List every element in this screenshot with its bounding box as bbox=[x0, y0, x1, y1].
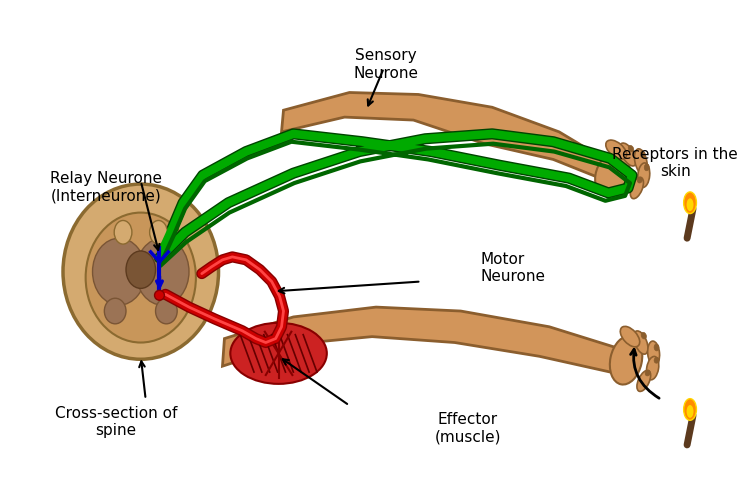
Ellipse shape bbox=[230, 323, 327, 384]
Polygon shape bbox=[223, 307, 628, 376]
Ellipse shape bbox=[155, 298, 177, 324]
Ellipse shape bbox=[136, 238, 189, 305]
Ellipse shape bbox=[654, 358, 659, 363]
Text: Sensory
Neurone: Sensory Neurone bbox=[353, 48, 419, 80]
Ellipse shape bbox=[114, 220, 132, 244]
Polygon shape bbox=[281, 92, 612, 183]
Ellipse shape bbox=[620, 326, 640, 347]
Ellipse shape bbox=[628, 146, 634, 152]
Ellipse shape bbox=[606, 140, 627, 159]
Ellipse shape bbox=[645, 370, 650, 376]
Ellipse shape bbox=[630, 178, 644, 199]
Ellipse shape bbox=[641, 332, 646, 339]
Ellipse shape bbox=[634, 331, 648, 354]
Ellipse shape bbox=[104, 298, 126, 324]
Ellipse shape bbox=[654, 344, 659, 351]
Ellipse shape bbox=[92, 238, 146, 305]
Ellipse shape bbox=[646, 356, 658, 380]
Ellipse shape bbox=[638, 177, 643, 183]
Text: Relay Neurone
(Interneurone): Relay Neurone (Interneurone) bbox=[50, 172, 162, 203]
Circle shape bbox=[154, 290, 164, 300]
Ellipse shape bbox=[86, 212, 196, 342]
Text: Receptors in the
skin: Receptors in the skin bbox=[613, 146, 738, 179]
Ellipse shape bbox=[63, 184, 218, 360]
Ellipse shape bbox=[640, 151, 645, 158]
Text: Motor
Neurone: Motor Neurone bbox=[480, 252, 545, 284]
Ellipse shape bbox=[620, 143, 636, 166]
Text: Effector
(muscle): Effector (muscle) bbox=[434, 412, 501, 445]
Ellipse shape bbox=[610, 336, 642, 384]
Ellipse shape bbox=[638, 163, 650, 188]
Ellipse shape bbox=[634, 149, 647, 174]
Ellipse shape bbox=[648, 341, 659, 365]
Text: Cross-section of
spine: Cross-section of spine bbox=[55, 406, 177, 438]
Ellipse shape bbox=[595, 152, 629, 195]
Ellipse shape bbox=[637, 370, 651, 392]
Ellipse shape bbox=[126, 251, 155, 288]
Ellipse shape bbox=[684, 192, 697, 214]
Ellipse shape bbox=[149, 220, 167, 244]
Ellipse shape bbox=[686, 405, 694, 418]
Ellipse shape bbox=[686, 198, 694, 211]
Ellipse shape bbox=[684, 398, 697, 420]
Ellipse shape bbox=[644, 164, 650, 171]
